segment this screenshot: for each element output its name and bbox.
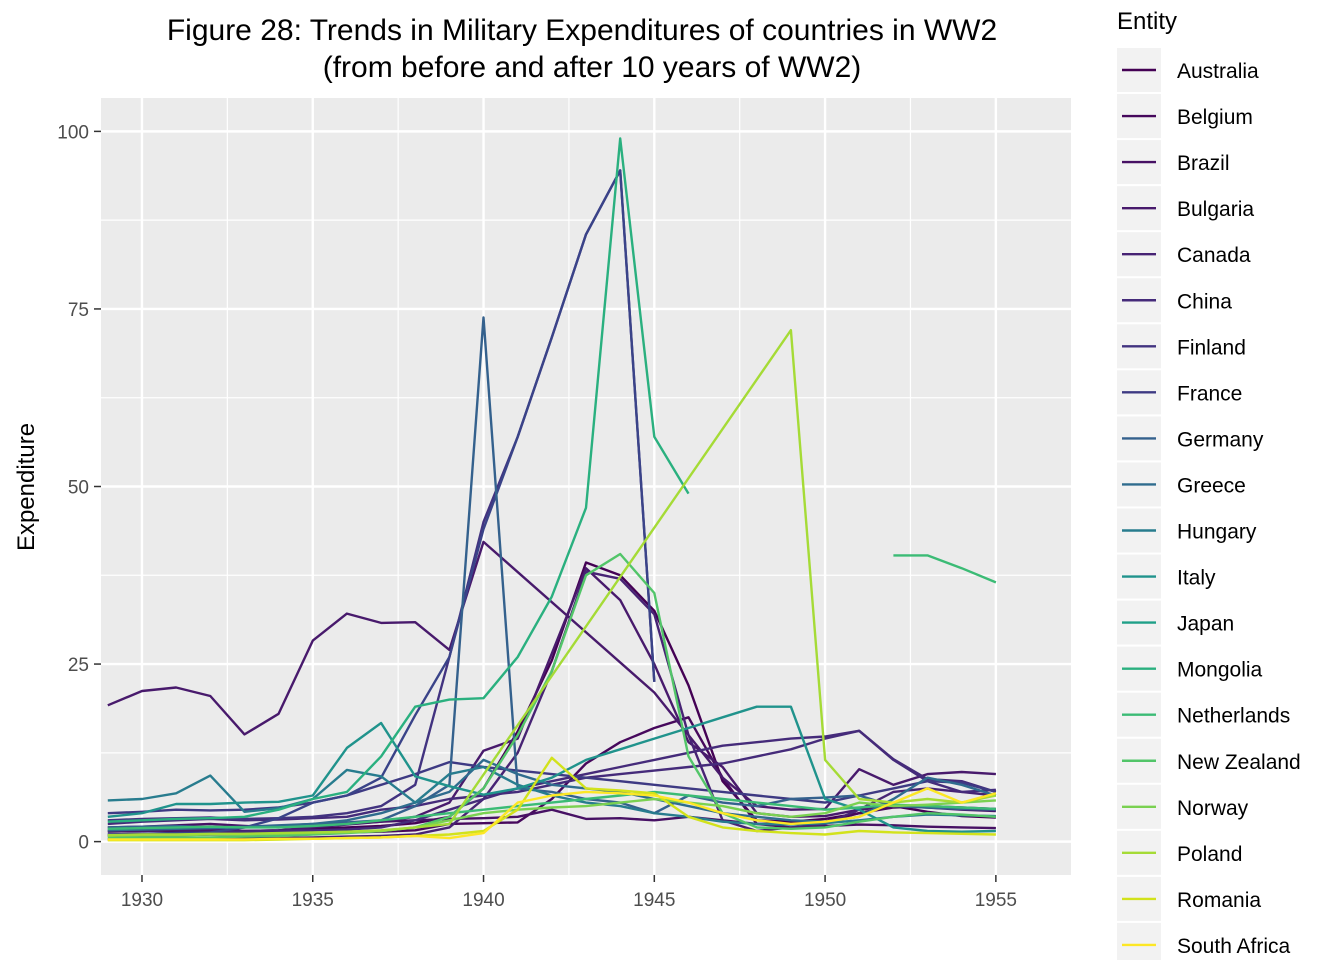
legend-label: New Zealand (1177, 751, 1301, 774)
legend-item: Belgium (1117, 94, 1253, 139)
series-line (107, 790, 996, 830)
legend-item: Finland (1117, 324, 1246, 369)
x-axis-ticks: 1930 1935 1940 1945 1950 1955 (121, 875, 1017, 911)
legend-label: Netherlands (1177, 705, 1290, 728)
legend-label: China (1177, 290, 1232, 313)
y-tick-label: 75 (68, 300, 89, 321)
major-gridlines (101, 98, 1071, 875)
series-line (107, 787, 997, 841)
legend-item: Japan (1117, 600, 1234, 645)
legend-item: Germany (1117, 416, 1264, 461)
series-line (107, 137, 690, 823)
series-line (107, 329, 997, 837)
y-tick-label: 0 (78, 833, 89, 854)
x-tick-label: 1935 (292, 890, 334, 911)
legend-label: Germany (1177, 428, 1264, 451)
legend-label: Norway (1177, 797, 1249, 820)
x-tick-label: 1955 (975, 890, 1017, 911)
series-line (107, 540, 996, 811)
legend-item: Poland (1117, 830, 1242, 875)
series-line (107, 760, 997, 815)
legend-label: Canada (1177, 244, 1251, 267)
legend-label: Greece (1177, 474, 1246, 497)
legend: Australia Belgium Brazil Bulgaria Canada Chin… (1117, 48, 1301, 960)
legend-label: Romania (1177, 889, 1261, 912)
legend-item: Canada (1117, 232, 1251, 277)
legend-item: France (1117, 370, 1242, 415)
legend-label: Brazil (1177, 152, 1230, 175)
y-axis-title: Expenditure (13, 423, 40, 551)
legend-label: France (1177, 382, 1242, 405)
legend-item: Mongolia (1117, 646, 1263, 691)
series-line (107, 552, 996, 840)
legend-label: Poland (1177, 843, 1242, 866)
legend-item: Bulgaria (1117, 186, 1254, 231)
legend-key-background (1117, 922, 1161, 960)
legend-item: South Africa (1117, 922, 1291, 960)
legend-label: Italy (1177, 567, 1216, 590)
y-tick-label: 100 (57, 122, 89, 143)
legend-item: New Zealand (1117, 738, 1301, 783)
legend-item: Greece (1117, 462, 1246, 507)
series-line (107, 729, 997, 836)
series-lines (107, 137, 997, 842)
legend-label: South Africa (1177, 935, 1291, 958)
legend-label: Australia (1177, 60, 1259, 83)
legend-label: Finland (1177, 336, 1246, 359)
chart-title-line-2: (from before and after 10 years of WW2) (323, 51, 862, 84)
legend-item: Australia (1117, 48, 1259, 92)
y-tick-label: 25 (68, 655, 89, 676)
x-tick-label: 1945 (633, 890, 675, 911)
x-tick-label: 1950 (804, 890, 846, 911)
legend-label: Mongolia (1177, 659, 1263, 682)
series-line (893, 554, 997, 584)
legend-item: Netherlands (1117, 692, 1290, 737)
chart-title-line-1: Figure 28: Trends in Military Expenditur… (167, 14, 997, 47)
legend-label: Hungary (1177, 521, 1257, 544)
x-tick-label: 1940 (462, 890, 504, 911)
legend-item: Italy (1117, 554, 1216, 599)
legend-item: Romania (1117, 876, 1261, 921)
legend-title: Entity (1117, 8, 1177, 35)
legend-item: China (1117, 278, 1232, 323)
legend-label: Belgium (1177, 106, 1253, 129)
legend-label: Bulgaria (1177, 198, 1254, 221)
legend-item: Hungary (1117, 508, 1257, 553)
legend-label: Japan (1177, 613, 1234, 636)
y-tick-label: 50 (68, 478, 89, 499)
legend-item: Brazil (1117, 140, 1230, 185)
y-axis-ticks: 0 25 50 75 100 (57, 122, 101, 854)
legend-item: Norway (1117, 784, 1249, 829)
x-tick-label: 1930 (121, 890, 163, 911)
